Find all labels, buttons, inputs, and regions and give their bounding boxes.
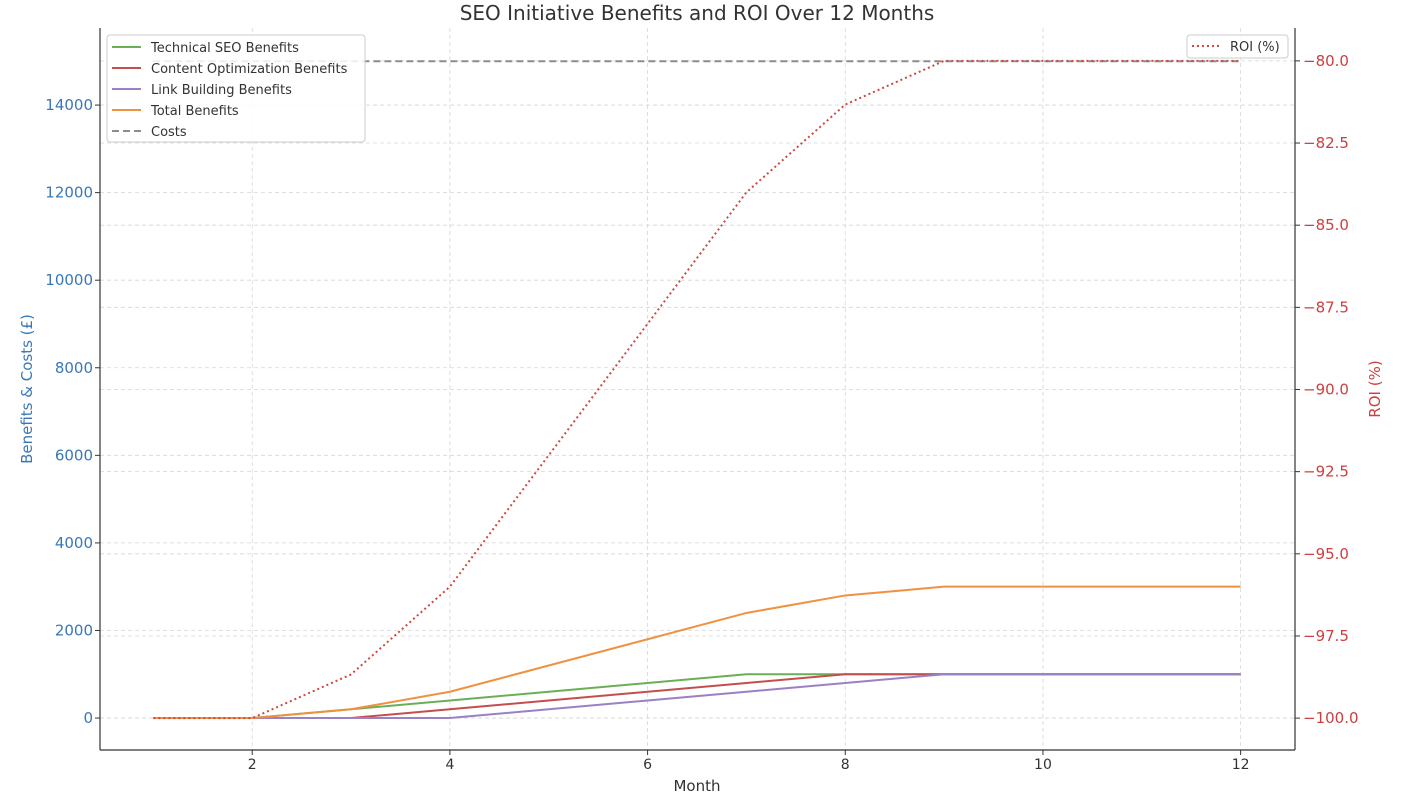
y2-tick-label: −97.5 [1303,627,1349,645]
y2-tick-label: −100.0 [1303,709,1359,727]
x-tick-label: 6 [643,757,652,773]
x-tick-label: 2 [248,757,257,773]
y2-tick-label: −82.5 [1303,134,1349,152]
legend-roi: ROI (%) [1186,34,1289,59]
y2-axis-label: ROI (%) [1366,360,1384,417]
y2-tick-label: −87.5 [1303,298,1349,316]
series-line-link-building-benefits [153,673,1241,720]
y-tick-label: 14000 [45,96,93,114]
y-tick-label: 8000 [55,359,93,377]
x-tick-label: 4 [445,757,454,773]
x-tick-label: 12 [1232,757,1250,773]
y-tick-label: 4000 [55,534,93,552]
axes: 2 4 6 8 10 12 0 2000 4000 6000 8000 10000 12000 14000… [45,28,1359,773]
y2-tick-label: −95.0 [1303,545,1349,563]
y2-tick-label: −80.0 [1303,52,1349,70]
y-tick-label: 6000 [55,446,93,464]
legend-label: ROI (%) [1230,40,1280,55]
legend-label: Costs [151,125,187,140]
x-tick-label: 10 [1034,757,1052,773]
y-tick-label: 12000 [45,184,93,202]
y2-tick-label: −85.0 [1303,216,1349,234]
legend-label: Content Optimization Benefits [151,62,348,77]
y2-tick-label: −92.5 [1303,463,1349,481]
y2-tick-label: −90.0 [1303,380,1349,398]
y-tick-label: 2000 [55,621,93,639]
y-tick-label: 10000 [45,271,93,289]
legend-label: Link Building Benefits [151,83,292,98]
series-line-roi [153,59,1241,720]
x-axis-label: Month [673,777,720,795]
legend-label: Total Benefits [150,104,239,119]
legend-label: Technical SEO Benefits [150,41,299,56]
legend-box [1186,34,1289,59]
x-tick-label: 8 [841,757,850,773]
y-axis-label: Benefits & Costs (£) [18,314,36,464]
chart-title: SEO Initiative Benefits and ROI Over 12 … [460,1,935,25]
series-lines [153,59,1241,720]
legend-box [106,34,366,143]
y-tick-label: 0 [83,709,93,727]
series-line-total-benefits [153,585,1241,720]
legend: Technical SEO Benefits Content Optimizati… [106,34,366,143]
